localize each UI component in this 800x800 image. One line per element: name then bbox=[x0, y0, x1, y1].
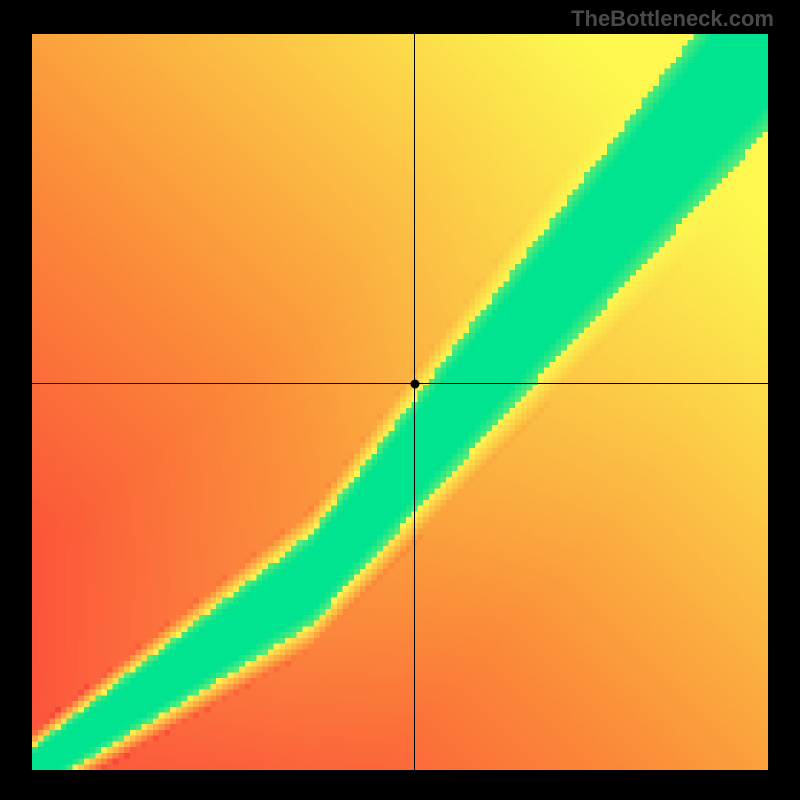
crosshair-horizontal bbox=[32, 383, 768, 384]
crosshair-marker bbox=[410, 379, 419, 388]
heatmap-plot bbox=[32, 34, 768, 770]
heatmap-canvas bbox=[32, 34, 768, 770]
crosshair-vertical bbox=[414, 34, 415, 770]
watermark-text: TheBottleneck.com bbox=[571, 6, 774, 32]
